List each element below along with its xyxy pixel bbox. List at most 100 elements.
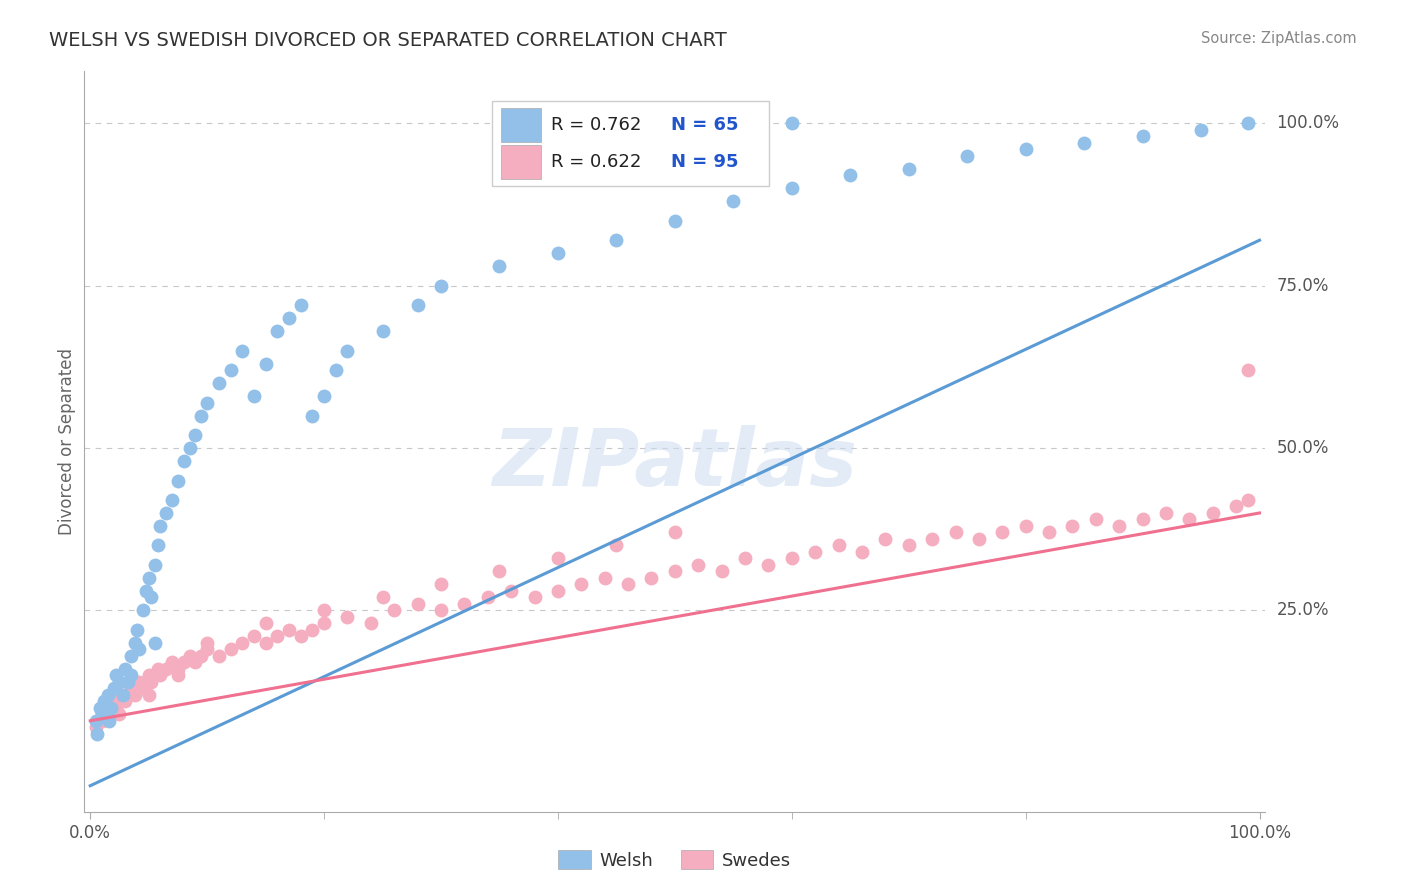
Text: R = 0.762: R = 0.762 (551, 116, 641, 134)
Point (146, 662, 169, 676)
Point (184, 428, 207, 442)
Point (488, 259, 510, 273)
Point (1178, 512, 1201, 526)
Point (360, 616, 382, 631)
Point (780, 551, 803, 566)
Point (243, 389, 266, 403)
Point (734, 551, 756, 566)
Point (523, 591, 546, 605)
Point (312, 616, 335, 631)
Point (108, 674, 131, 689)
Point (897, 538, 920, 552)
Point (547, 583, 569, 598)
Point (710, 565, 733, 579)
Text: 75.0%: 75.0% (1277, 277, 1329, 294)
Point (143, 636, 166, 650)
Point (477, 591, 499, 605)
Point (117, 688, 139, 702)
Point (138, 688, 160, 702)
Point (167, 474, 190, 488)
Point (120, 668, 142, 682)
FancyBboxPatch shape (492, 101, 769, 186)
Point (851, 545, 873, 559)
Point (991, 525, 1014, 540)
Point (208, 648, 231, 663)
Point (167, 668, 190, 682)
Point (117, 674, 139, 689)
Point (160, 656, 183, 670)
Point (231, 343, 253, 358)
Point (124, 636, 146, 650)
Point (173, 454, 195, 468)
Point (967, 532, 990, 546)
Point (132, 603, 155, 617)
Text: Source: ZipAtlas.com: Source: ZipAtlas.com (1201, 31, 1357, 46)
Point (108, 694, 131, 708)
Text: 25.0%: 25.0% (1277, 601, 1329, 619)
Text: 50.0%: 50.0% (1277, 439, 1329, 457)
Point (1202, 506, 1225, 520)
Point (278, 623, 301, 637)
Point (97, 714, 120, 728)
Text: N = 95: N = 95 (671, 153, 738, 170)
Text: N = 65: N = 65 (671, 116, 738, 134)
Point (114, 662, 136, 676)
Point (1015, 519, 1038, 533)
Point (132, 681, 155, 696)
Point (382, 603, 405, 617)
Point (547, 551, 569, 566)
Point (114, 694, 136, 708)
Point (956, 149, 979, 163)
Point (138, 571, 160, 585)
Point (827, 538, 849, 552)
Point (1038, 525, 1060, 540)
Point (723, 194, 745, 209)
Point (336, 343, 359, 358)
Point (547, 246, 569, 260)
Point (195, 395, 218, 409)
Point (128, 642, 150, 657)
Point (664, 525, 686, 540)
Point (1189, 123, 1212, 137)
Point (945, 525, 967, 540)
Point (1073, 136, 1095, 150)
Point (1015, 142, 1038, 156)
Point (89, 701, 111, 715)
Text: WELSH VS SWEDISH DIVORCED OR SEPARATED CORRELATION CHART: WELSH VS SWEDISH DIVORCED OR SEPARATED C… (49, 31, 727, 50)
Point (605, 538, 627, 552)
Point (1108, 519, 1130, 533)
Point (93, 701, 115, 715)
Point (184, 656, 207, 670)
Point (1237, 116, 1260, 130)
Point (100, 701, 122, 715)
Point (921, 532, 943, 546)
Point (640, 571, 662, 585)
Point (84, 720, 107, 734)
Point (135, 674, 157, 689)
FancyBboxPatch shape (502, 145, 541, 178)
Point (143, 668, 166, 682)
Point (90, 714, 112, 728)
Point (501, 583, 523, 598)
Point (1062, 519, 1084, 533)
Point (336, 610, 359, 624)
Point (139, 591, 162, 605)
Point (371, 591, 394, 605)
Point (1132, 129, 1154, 144)
Point (219, 363, 242, 377)
Point (312, 603, 335, 617)
Point (125, 623, 148, 637)
Point (179, 648, 201, 663)
Point (103, 694, 125, 708)
Point (1154, 506, 1177, 520)
Point (839, 168, 862, 182)
Point (125, 681, 148, 696)
Point (135, 583, 157, 598)
Point (371, 324, 394, 338)
Text: ZIPatlas: ZIPatlas (492, 425, 858, 503)
Point (97, 688, 120, 702)
Point (406, 298, 429, 312)
Point (780, 116, 803, 130)
Text: R = 0.622: R = 0.622 (551, 153, 641, 170)
Point (219, 642, 242, 657)
